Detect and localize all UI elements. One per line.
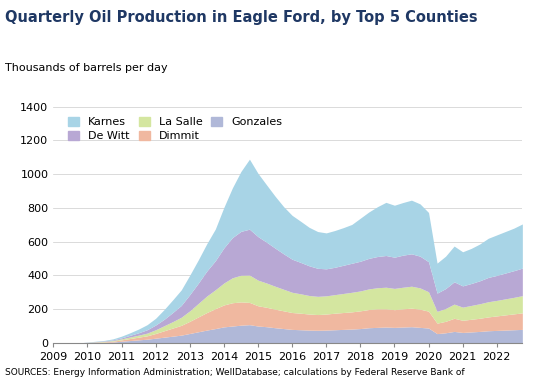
Text: Quarterly Oil Production in Eagle Ford, by Top 5 Counties: Quarterly Oil Production in Eagle Ford, … [5,10,478,24]
Legend: Karnes, De Witt, La Salle, Dimmit, Gonzales: Karnes, De Witt, La Salle, Dimmit, Gonza… [68,117,282,141]
Text: SOURCES: Energy Information Administration; WellDatabase; calculations by Federa: SOURCES: Energy Information Administrati… [5,368,465,377]
Text: Thousands of barrels per day: Thousands of barrels per day [5,63,168,73]
